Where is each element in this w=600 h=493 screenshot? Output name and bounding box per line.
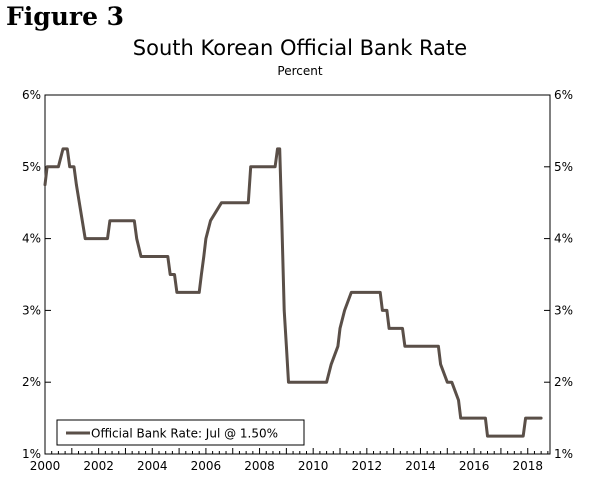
plot-frame — [44, 94, 551, 455]
y-tick-label-left: 2% — [22, 375, 41, 389]
x-tick-label: 2008 — [244, 459, 275, 473]
x-tick-label: 2016 — [459, 459, 490, 473]
x-tick-label: 2006 — [191, 459, 222, 473]
y-tick-label-left: 4% — [22, 232, 41, 246]
y-tick-label-right: 4% — [554, 232, 573, 246]
legend: Official Bank Rate: Jul @ 1.50% — [56, 419, 305, 446]
chart-title: South Korean Official Bank Rate — [132, 36, 468, 60]
y-tick-label-left: 6% — [22, 88, 41, 102]
x-tick-label: 2018 — [512, 459, 543, 473]
x-tick-label: 2000 — [30, 459, 61, 473]
x-tick-label: 2002 — [83, 459, 114, 473]
y-tick-label-left: 1% — [22, 447, 41, 461]
figure-label: Figure 3 — [6, 2, 125, 31]
x-tick-label: 2010 — [298, 459, 329, 473]
y-tick-label-right: 2% — [554, 375, 573, 389]
chart-subtitle: Percent — [277, 64, 323, 78]
legend-box — [56, 419, 305, 446]
series-line-official-bank-rate — [43, 147, 543, 438]
y-tick-label-right: 6% — [554, 88, 573, 102]
y-tick-label-left: 5% — [22, 160, 41, 174]
y-tick-label-right: 3% — [554, 303, 573, 317]
y-tick-label-right: 5% — [554, 160, 573, 174]
y-tick-label-right: 1% — [554, 447, 573, 461]
x-tick-label: 2012 — [352, 459, 383, 473]
legend-label: Official Bank Rate: Jul @ 1.50% — [91, 427, 278, 441]
x-tick-label: 2004 — [137, 459, 168, 473]
x-tick-label: 2014 — [405, 459, 436, 473]
y-tick-label-left: 3% — [22, 303, 41, 317]
